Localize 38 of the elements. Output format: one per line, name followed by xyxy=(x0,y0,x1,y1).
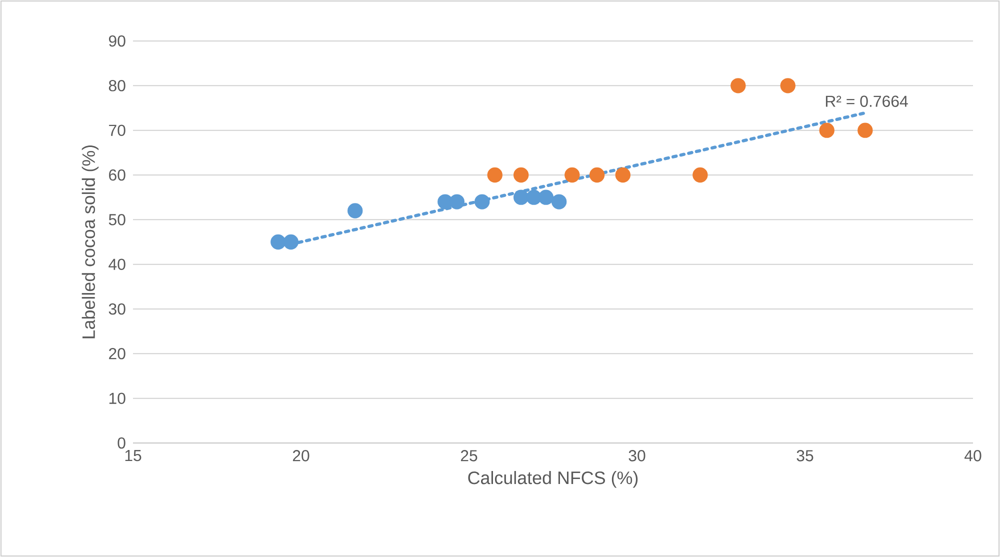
point xyxy=(730,78,746,94)
point xyxy=(538,190,554,205)
x-tick-label: 35 xyxy=(796,450,814,462)
y-tick-label: 50 xyxy=(108,214,126,226)
point xyxy=(283,234,299,250)
point xyxy=(551,194,567,210)
point xyxy=(615,167,630,183)
point xyxy=(526,190,542,205)
point xyxy=(270,234,286,250)
point xyxy=(589,167,605,183)
x-tick-label: 15 xyxy=(125,450,142,462)
y-tick-label: 90 xyxy=(108,35,126,47)
point xyxy=(348,203,363,218)
point xyxy=(474,194,490,210)
x-tick-label: 20 xyxy=(292,450,310,462)
point xyxy=(858,122,873,138)
point xyxy=(487,167,502,183)
y-tick-label: 60 xyxy=(109,169,126,181)
point xyxy=(780,78,796,94)
point xyxy=(692,167,708,183)
point xyxy=(449,194,465,210)
y-tick-label: 10 xyxy=(109,392,126,404)
point xyxy=(819,122,834,138)
y-tick-label: 40 xyxy=(108,258,126,270)
y-tick-label: 30 xyxy=(108,303,126,315)
x-axis-title: Calculated NFCS (%) xyxy=(468,471,638,488)
y-tick-label: 80 xyxy=(108,80,126,92)
x-tick-label: 25 xyxy=(460,450,478,462)
annotation: R² = 0.7664 xyxy=(826,96,908,107)
y-tick-label: 70 xyxy=(109,124,126,136)
x-tick-label: 30 xyxy=(628,450,646,462)
y-tick-label: 0 xyxy=(118,437,126,449)
y-axis-title: Labelled cocoa solid (%) xyxy=(82,145,99,338)
point xyxy=(513,167,529,183)
point xyxy=(564,167,580,183)
x-tick-label: 40 xyxy=(964,450,982,462)
point xyxy=(513,190,529,205)
y-tick-label: 20 xyxy=(109,348,126,360)
